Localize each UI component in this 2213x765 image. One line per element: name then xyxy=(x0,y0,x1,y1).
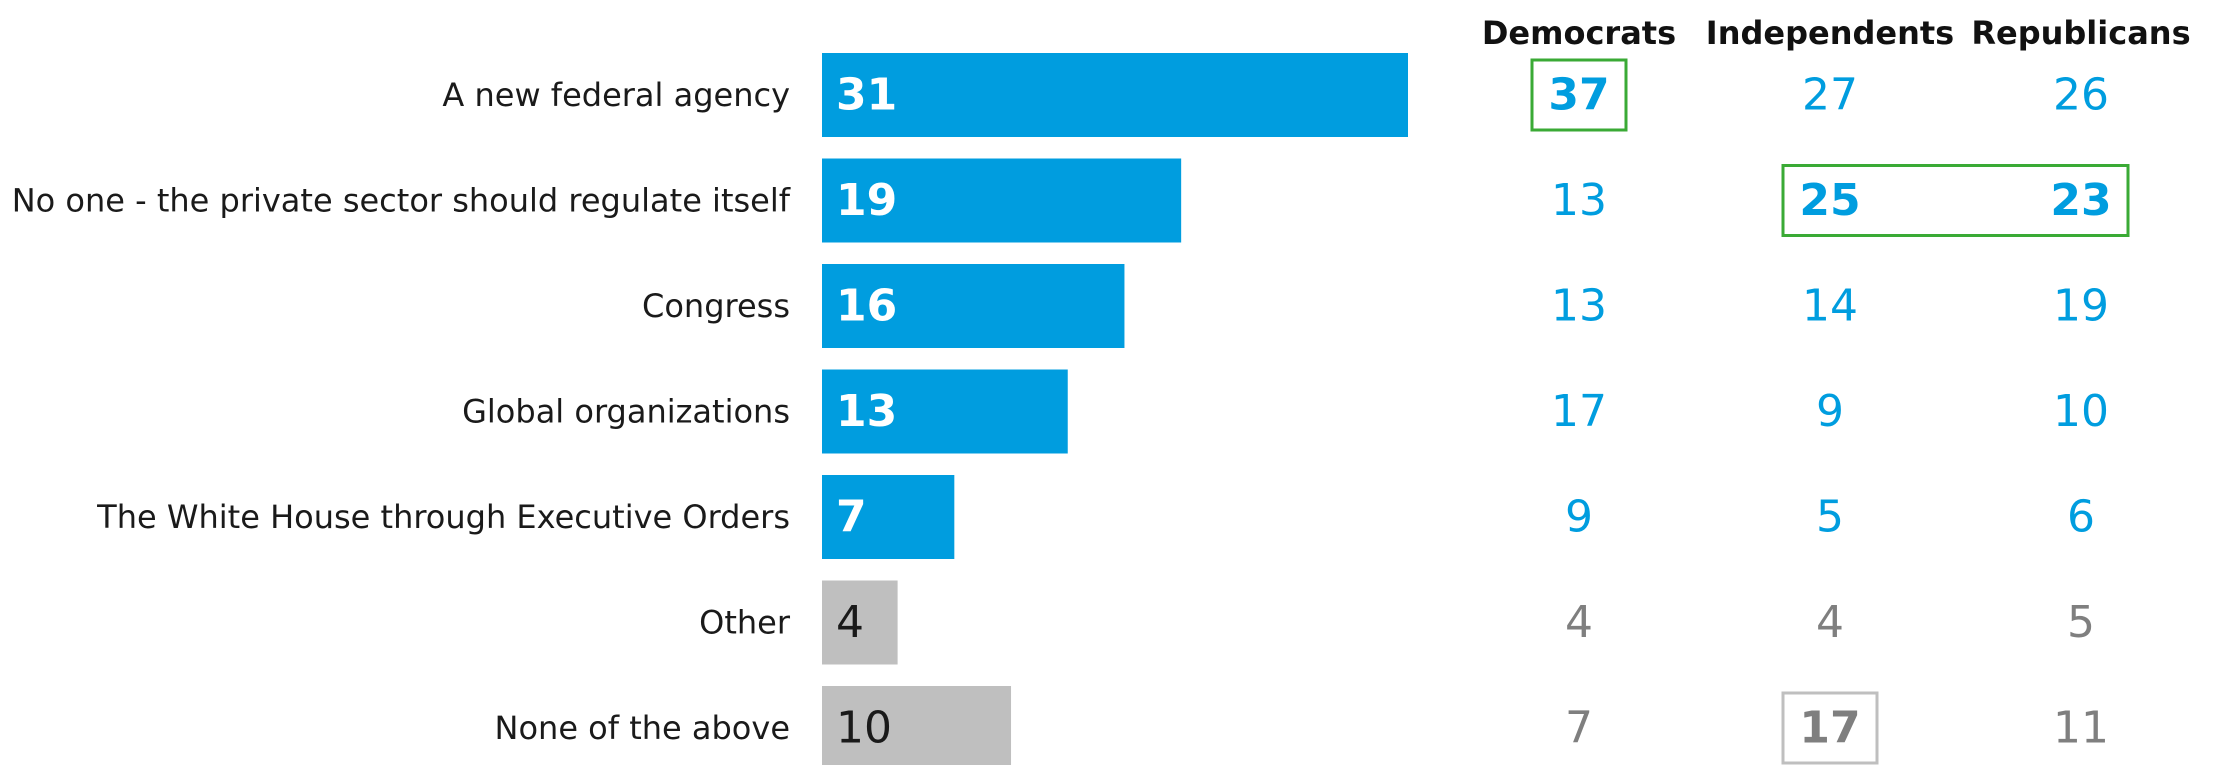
bar-value-label: 16 xyxy=(836,281,897,332)
bar-value-label: 31 xyxy=(836,70,897,121)
bar-value-label: 10 xyxy=(836,703,892,754)
bar xyxy=(822,475,955,559)
highlight-box xyxy=(1781,164,2130,237)
group-value-republicans: 26 xyxy=(2053,70,2109,121)
category-label: The White House through Executive Orders xyxy=(96,498,790,536)
bar xyxy=(822,264,1125,348)
bar xyxy=(822,686,1012,765)
highlight-box xyxy=(1781,691,1879,765)
group-value-independents: 4 xyxy=(1816,597,1844,648)
bar xyxy=(822,580,898,665)
group-value-independents: 25 xyxy=(1799,175,1860,226)
group-value-democrats: 7 xyxy=(1565,703,1593,754)
category-label: Global organizations xyxy=(462,393,790,431)
category-label: No one - the private sector should regul… xyxy=(12,182,791,220)
group-value-democrats: 4 xyxy=(1565,597,1593,648)
category-label: None of the above xyxy=(495,709,790,747)
group-value-democrats: 9 xyxy=(1565,492,1593,543)
group-value-democrats: 17 xyxy=(1551,386,1607,437)
column-header-independents: Independents xyxy=(1706,14,1954,52)
group-value-republicans: 6 xyxy=(2067,492,2095,543)
column-header-democrats: Democrats xyxy=(1482,14,1676,52)
group-value-republicans: 23 xyxy=(2050,175,2111,226)
group-value-republicans: 5 xyxy=(2067,597,2095,648)
group-value-independents: 17 xyxy=(1799,703,1860,754)
group-value-democrats: 13 xyxy=(1551,281,1607,332)
bar xyxy=(822,369,1068,454)
category-label: Congress xyxy=(642,287,790,325)
group-value-republicans: 11 xyxy=(2053,703,2109,754)
chart-row: A new federal agency 31 37 27 26 xyxy=(442,53,2109,137)
highlight-box xyxy=(1530,58,1628,132)
chart-row: None of the above 10 7 17 11 xyxy=(495,686,2109,765)
bar-value-label: 4 xyxy=(836,597,864,648)
category-label: A new federal agency xyxy=(442,76,790,114)
bar xyxy=(822,53,1408,137)
bar xyxy=(822,158,1182,243)
group-value-independents: 27 xyxy=(1802,70,1858,121)
highlight-boxes xyxy=(1530,58,2130,765)
column-header-republicans: Republicans xyxy=(1971,14,2190,52)
chart-row: Congress 16 13 14 19 xyxy=(642,264,2109,348)
group-value-democrats: 37 xyxy=(1548,70,1609,121)
bar-value-label: 19 xyxy=(836,175,897,226)
group-value-independents: 14 xyxy=(1802,281,1858,332)
bar-value-label: 7 xyxy=(836,492,867,543)
chart-row: Other 4 4 4 5 xyxy=(699,580,2095,665)
group-value-independents: 5 xyxy=(1816,492,1844,543)
group-value-democrats: 13 xyxy=(1551,175,1607,226)
chart-row: Global organizations 13 17 9 10 xyxy=(462,369,2109,454)
chart-rows: A new federal agency 31 37 27 26 No one - the… xyxy=(12,53,2130,765)
column-headers: Democrats Independents Republicans xyxy=(1482,14,2191,52)
group-value-independents: 9 xyxy=(1816,386,1844,437)
chart-row: The White House through Executive Orders… xyxy=(96,475,2095,559)
group-value-republicans: 19 xyxy=(2053,281,2109,332)
bar-value-label: 13 xyxy=(836,386,897,437)
category-label: Other xyxy=(699,604,791,642)
chart-row: No one - the private sector should regul… xyxy=(12,158,2112,243)
group-value-republicans: 10 xyxy=(2053,386,2109,437)
